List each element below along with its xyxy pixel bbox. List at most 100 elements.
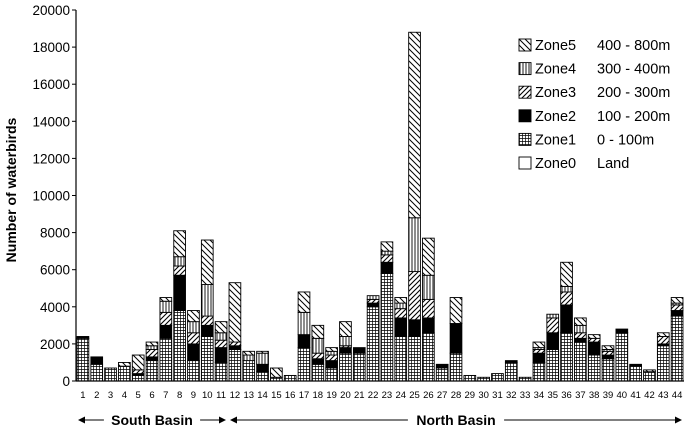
bar-segment-zone1-21: [352, 352, 366, 382]
x-tick-label: 9: [191, 390, 196, 401]
x-tick-label: 22: [368, 390, 379, 401]
x-tick-label: 36: [561, 390, 572, 401]
bar-segment-zone5-10: [200, 239, 214, 285]
bar-segment-zone3-11: [214, 339, 228, 349]
bar-segment-zone1-24: [394, 336, 408, 382]
bar-segment-zone4-20: [339, 336, 352, 347]
bar-segment-zone4-19: [325, 350, 338, 356]
legend-zone-range: 100 - 200m: [597, 109, 670, 125]
x-tick-label: 24: [395, 390, 406, 401]
legend-zone-name: Zone0: [535, 156, 576, 172]
bar-segment-zone3-18: [311, 352, 325, 360]
bar-segment-zone3-5: [131, 369, 145, 375]
bar-segment-zone1-22: [366, 306, 380, 382]
bar-segment-zone1-5: [131, 374, 145, 382]
bar-segment-zone2-12: [228, 345, 242, 350]
bar-segment-zone2-34: [532, 352, 546, 363]
bar-segment-zone1-14: [256, 371, 269, 382]
bar-segment-zone3-43: [656, 336, 670, 345]
bar-segment-zone4-13: [242, 354, 256, 362]
x-tick-label: 25: [409, 390, 420, 401]
x-tick-label: 19: [326, 390, 337, 401]
x-tick-label: 13: [243, 390, 254, 401]
bar-segment-zone3-10: [200, 315, 214, 326]
bar-segment-zone5-44: [670, 297, 684, 304]
x-tick-label: 11: [216, 390, 226, 401]
bar-segment-zone2-38: [587, 341, 601, 356]
bar-segment-zone5-19: [325, 347, 338, 352]
bar-segment-zone1-40: [615, 332, 629, 382]
bar-segment-zone4-24: [394, 302, 408, 310]
arrow-right-icon: [675, 416, 682, 424]
bar-segment-zone1-36: [560, 332, 573, 382]
bar-segment-zone5-13: [242, 350, 256, 356]
legend-swatch-zone3: [518, 85, 532, 99]
bar-segment-zone5-23: [380, 241, 394, 252]
legend-swatch-zone0: [518, 156, 532, 170]
bar-segment-zone2-2: [90, 356, 104, 365]
bar-segment-zone1-10: [200, 336, 214, 382]
bar-segment-zone5-5: [131, 354, 145, 371]
x-tick-label: 15: [271, 390, 282, 401]
y-tick-label: 10000: [32, 189, 70, 204]
x-tick-label: 28: [451, 390, 462, 401]
x-tick-label: 7: [163, 390, 168, 401]
bar-segment-zone3-25: [408, 271, 421, 321]
x-tick-label: 10: [202, 390, 213, 401]
bar-segment-zone1-41: [629, 365, 642, 382]
bar-segment-zone4-37: [574, 324, 587, 334]
x-tick-label: 30: [478, 390, 489, 401]
x-tick-label: 37: [575, 390, 586, 401]
bar-segment-zone3-35: [546, 317, 560, 334]
legend-zone-name: Zone2: [535, 109, 576, 125]
bar-segment-zone4-11: [214, 332, 228, 341]
bar-segment-zone5-12: [228, 282, 242, 343]
legend-zone-range: 300 - 400m: [597, 62, 670, 78]
x-tick-label: 21: [354, 390, 365, 401]
x-tick-label: 35: [547, 390, 558, 401]
bar-segment-zone5-43: [656, 332, 670, 337]
bar-segment-zone1-38: [587, 354, 601, 382]
bar-segment-zone1-31: [491, 373, 504, 382]
x-tick-label: 16: [285, 390, 296, 401]
bar-segment-zone3-38: [587, 337, 601, 343]
bar-segment-zone3-39: [601, 350, 615, 356]
legend-zone-range: 200 - 300m: [597, 85, 670, 101]
x-tick-label: 1: [80, 390, 85, 401]
bar-segment-zone1-1: [76, 337, 90, 382]
bar-segment-zone5-6: [145, 341, 159, 347]
bar-segment-zone5-18: [311, 324, 325, 339]
legend-zone-range: Land: [597, 156, 629, 172]
arrow-left-icon: [78, 416, 85, 424]
region-label: North Basin: [416, 412, 495, 428]
bar-segment-zone5-38: [587, 334, 601, 339]
bar-segment-zone2-36: [560, 304, 573, 334]
bar-segment-zone4-36: [560, 285, 573, 293]
bar-segment-zone1-28: [449, 352, 463, 382]
x-tick-label: 4: [122, 390, 127, 401]
bar-segment-zone4-26: [422, 274, 435, 300]
y-tick-label: 18000: [32, 40, 70, 55]
bar-segment-zone1-27: [435, 367, 449, 382]
bar-segment-zone2-37: [574, 337, 587, 343]
x-tick-label: 20: [340, 390, 351, 401]
bar-segment-zone2-41: [629, 363, 642, 367]
bar-segment-zone1-3: [104, 367, 117, 382]
arrow-right-icon: [219, 416, 226, 424]
bar-segment-zone1-11: [214, 362, 228, 382]
bar-segment-zone1-7: [159, 337, 173, 382]
bar-segment-zone2-28: [449, 323, 463, 354]
bar-segment-zone1-13: [242, 360, 256, 382]
x-tick-label: 42: [644, 390, 655, 401]
bar-segment-zone4-18: [311, 337, 325, 354]
bar-segment-zone5-26: [422, 237, 435, 276]
bar-segment-zone3-12: [228, 341, 242, 347]
legend-swatch-zone4: [518, 62, 532, 76]
bar-segment-zone1-4: [118, 365, 131, 382]
x-tick-label: 5: [136, 390, 141, 401]
bar-segment-zone1-8: [173, 310, 186, 382]
legend-zone-name: Zone1: [535, 132, 576, 148]
bar-segment-zone2-6: [145, 356, 159, 362]
legend: Zone5 400 - 800m Zone4 300 - 400m Zone3 200 -…: [518, 38, 670, 172]
